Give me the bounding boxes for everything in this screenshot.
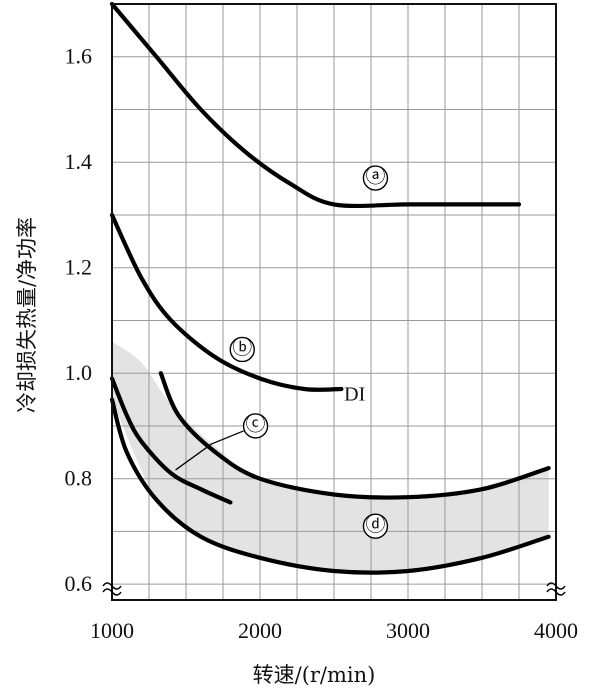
curve-label-circle <box>229 336 255 363</box>
axis-break-mark <box>546 588 566 596</box>
curve-label: ⓒ <box>246 413 266 436</box>
curve-layer <box>109 1 551 575</box>
y-tick-label: 1.2 <box>65 255 93 280</box>
y-tick-label: 1.4 <box>65 149 93 174</box>
series-line-a <box>109 1 522 209</box>
series-line-b <box>109 212 344 392</box>
leader-line-to-d-curve <box>175 443 212 471</box>
frame-layer <box>102 3 566 601</box>
series-line-d-lower <box>109 397 551 575</box>
curve-label-circle <box>362 165 389 191</box>
x-axis-title: 转速/(r/min) <box>253 663 376 687</box>
y-tick-label: 1.6 <box>65 44 93 69</box>
y-tick-label: 1.0 <box>65 360 93 385</box>
curve-label: DI <box>344 383 365 405</box>
curve-label-layer: ⓐ ⓑ DI ⓒ ⓓ <box>175 165 389 539</box>
leader-line-to-c-curve <box>211 430 244 445</box>
axis-break-mark <box>102 582 122 590</box>
series-line-c <box>109 376 233 505</box>
tick-label-layer: 1000 2000 3000 4000 0.6 0.8 1.0 1.2 1.4 1.6 <box>65 44 579 643</box>
axis-break-mark <box>102 588 122 596</box>
y-tick-label: 0.8 <box>65 466 93 491</box>
y-tick-label: 0.6 <box>65 571 93 596</box>
curve-label: ⓐ <box>365 165 385 188</box>
x-tick-label: 1000 <box>90 618 134 643</box>
curve-label-circle <box>362 513 389 539</box>
curve-label: ⓑ <box>232 336 252 359</box>
y-axis-title: 冷却损失热量/净功率 <box>15 217 39 413</box>
x-tick-label: 2000 <box>238 618 282 643</box>
series-line-d-upper <box>158 371 551 500</box>
axis-break-mark <box>546 582 566 590</box>
shaded-band-layer <box>112 341 549 573</box>
curve-label-circle <box>242 413 269 439</box>
plot-frame <box>111 3 557 601</box>
shaded-band <box>112 341 549 573</box>
x-tick-label: 3000 <box>386 618 430 643</box>
curve-label: ⓓ <box>365 513 385 536</box>
x-tick-label: 4000 <box>534 618 578 643</box>
